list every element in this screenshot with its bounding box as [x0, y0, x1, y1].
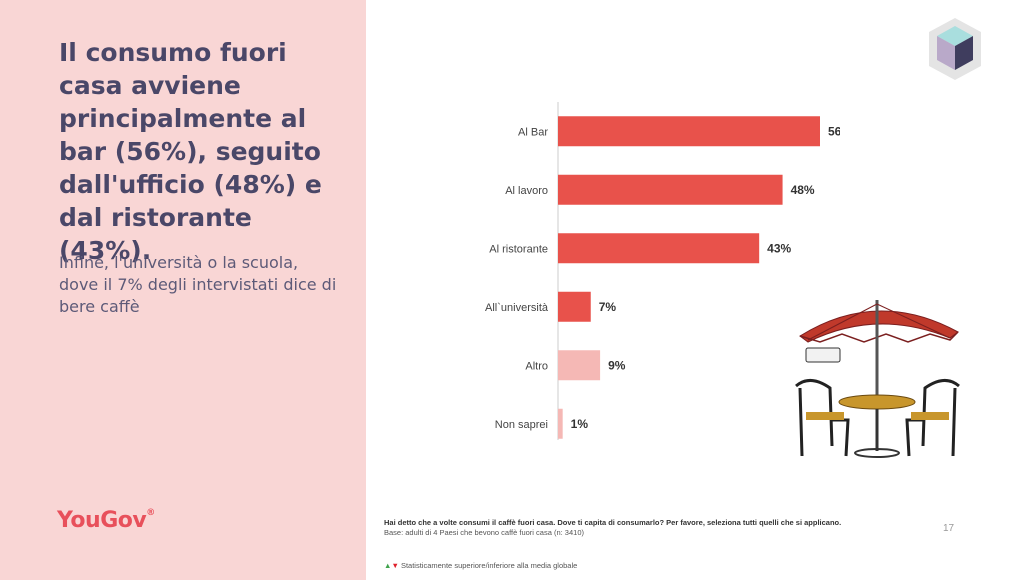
category-label: Altro [525, 360, 548, 372]
left-panel [0, 0, 366, 580]
cafe-table-umbrella-icon [795, 300, 960, 458]
value-label: 7% [599, 300, 617, 314]
value-label: 48% [791, 183, 815, 197]
significance-legend: ▲▼ Statisticamente superiore/inferiore a… [384, 561, 577, 570]
bar-4 [558, 350, 601, 381]
category-label: Al ristorante [489, 243, 548, 255]
subtext: Infine, l'università o la scuola, dove i… [59, 253, 337, 316]
triangle-down-icon: ▼ [391, 561, 399, 570]
bar-chart: Al Bar 56% Al lavoro 48% Al ristorante 43% All… [485, 102, 840, 440]
value-label: 56% [828, 124, 840, 138]
bar-3 [558, 291, 591, 322]
yougov-logo: YouGov® [57, 508, 155, 533]
survey-base: Base: adulti di 4 Paesi che bevono caffè… [384, 528, 584, 537]
category-label: Al lavoro [505, 185, 548, 197]
value-label: 1% [571, 417, 589, 431]
logo-registered-mark: ® [146, 508, 155, 518]
footnote: Hai detto che a volte consumi il caffè f… [384, 518, 864, 538]
value-label: 9% [608, 358, 626, 372]
bar-5 [558, 408, 563, 439]
category-label: All`università [485, 302, 549, 314]
category-label: Al Bar [518, 126, 548, 138]
survey-question: Hai detto che a volte consumi il caffè f… [384, 518, 842, 527]
cube-logo-icon [929, 18, 981, 80]
logo-text: YouGov [57, 508, 147, 533]
bar-2 [558, 233, 760, 264]
bar-0 [558, 116, 820, 147]
category-label: Non saprei [495, 419, 548, 431]
triangle-up-icon: ▲ [384, 561, 392, 570]
bar-1 [558, 174, 783, 205]
page-number: 17 [943, 523, 955, 534]
headline: Il consumo fuori casa avviene principalm… [59, 38, 322, 265]
value-label: 43% [767, 241, 791, 255]
significance-legend-text: Statisticamente superiore/inferiore alla… [398, 561, 578, 570]
